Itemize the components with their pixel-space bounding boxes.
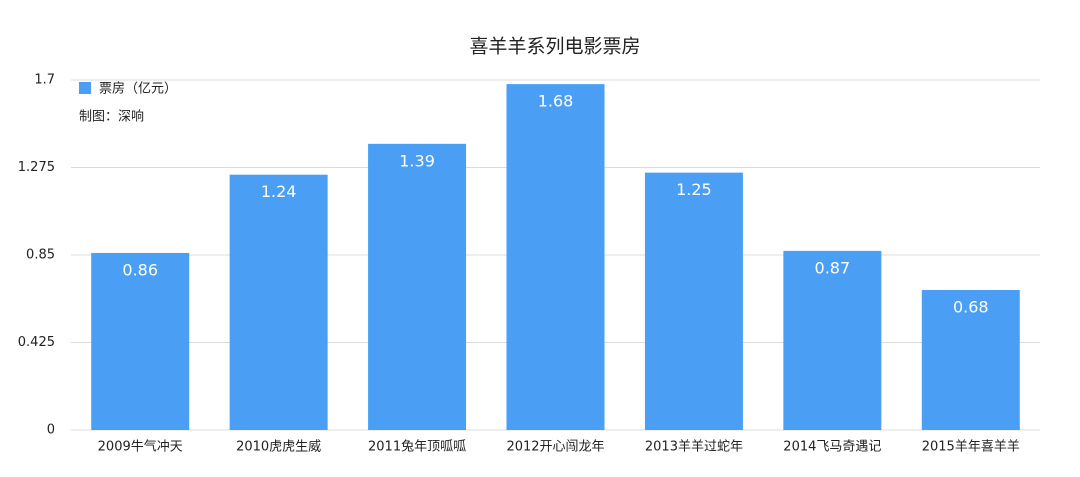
data-label: 1.25 bbox=[676, 180, 712, 199]
y-tick-label: 0.425 bbox=[18, 335, 55, 350]
x-tick-label: 2013羊羊过蛇年 bbox=[645, 439, 743, 455]
bar bbox=[783, 250, 882, 430]
legend-label: 票房（亿元） bbox=[99, 81, 177, 97]
data-label: 1.39 bbox=[399, 151, 435, 170]
data-label: 0.87 bbox=[815, 258, 851, 277]
x-tick-label: 2015羊年喜羊羊 bbox=[922, 439, 1020, 455]
data-label: 1.68 bbox=[538, 92, 574, 111]
data-label: 0.68 bbox=[953, 298, 989, 317]
y-tick-label: 0.85 bbox=[26, 248, 55, 263]
y-tick-label: 1.7 bbox=[34, 73, 55, 88]
bar bbox=[91, 252, 190, 430]
y-tick-label: 1.275 bbox=[18, 160, 55, 175]
x-tick-label: 2012开心闯龙年 bbox=[506, 440, 604, 455]
x-tick-label: 2010虎虎生威 bbox=[236, 440, 321, 455]
x-tick-label: 2014飞马奇遇记 bbox=[783, 439, 881, 455]
bar bbox=[506, 84, 605, 430]
bar bbox=[368, 143, 467, 430]
data-label: 1.24 bbox=[261, 182, 297, 201]
x-tick-label: 2009牛气冲天 bbox=[98, 439, 183, 455]
chart-title: 喜羊羊系列电影票房 bbox=[469, 36, 640, 58]
bar bbox=[921, 290, 1020, 430]
x-tick-label: 2011兔年顶呱呱 bbox=[368, 439, 466, 455]
bar bbox=[229, 174, 328, 430]
legend-swatch bbox=[79, 82, 91, 94]
data-label: 0.86 bbox=[122, 260, 158, 279]
y-tick-label: 0 bbox=[47, 423, 55, 438]
annotation: 制图：深响 bbox=[79, 109, 144, 125]
bar bbox=[644, 172, 743, 430]
